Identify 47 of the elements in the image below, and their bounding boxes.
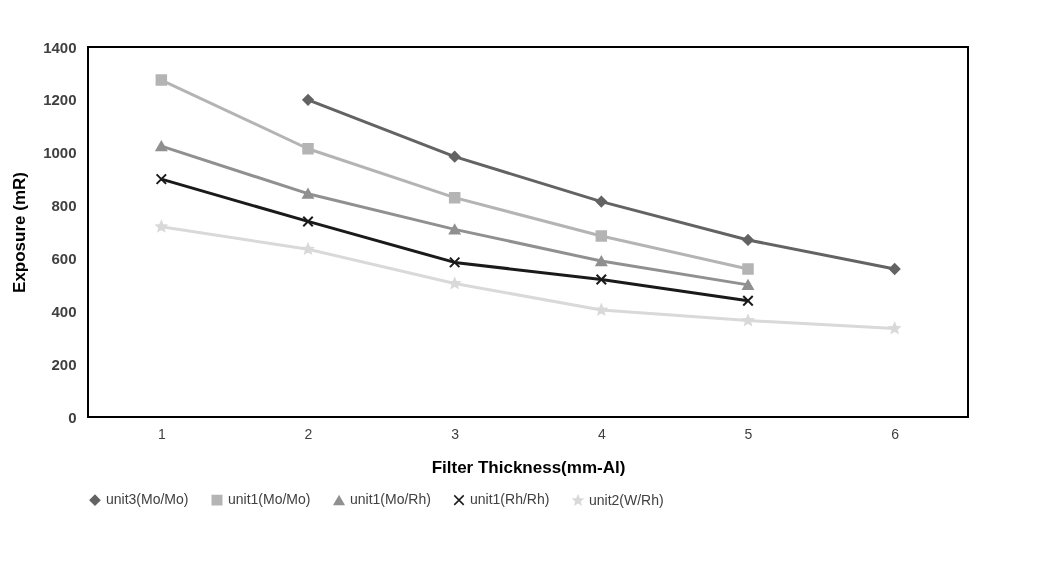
point	[155, 141, 168, 152]
legend-label: unit2(W/Rh)	[589, 491, 664, 508]
point	[742, 263, 754, 275]
y-tick-label: 1200	[43, 91, 77, 109]
point	[595, 195, 608, 208]
x-tick-label: 4	[597, 425, 606, 442]
y-tick-label: 800	[51, 197, 77, 215]
x-tick-label: 3	[451, 425, 460, 442]
legend-label: unit3(Mo/Mo)	[106, 491, 189, 508]
point	[742, 279, 754, 290]
legend-label: unit1(Rh/Rh)	[470, 491, 550, 508]
legend-label: unit1(Mo/Mo)	[228, 491, 311, 508]
point	[302, 143, 314, 155]
x-tick-label: 5	[744, 425, 753, 442]
y-tick-label: 1000	[43, 144, 77, 162]
y-tick-label: 0	[68, 408, 77, 426]
legend-label: unit1(Mo/Rh)	[350, 491, 431, 508]
y-tick-label: 400	[51, 302, 77, 320]
y-axis-title: Exposure (mR)	[10, 172, 30, 293]
y-tick-label: 600	[51, 249, 77, 267]
point	[155, 220, 167, 232]
point	[595, 255, 608, 267]
x-axis-title: Filter Thickness(mm-Al)	[431, 457, 626, 477]
point	[155, 173, 168, 185]
x-tick-label: 1	[157, 425, 166, 442]
point	[888, 263, 901, 275]
point	[302, 94, 314, 106]
point	[302, 215, 314, 228]
point	[889, 322, 901, 334]
x-tick-label: 2	[304, 425, 313, 442]
point	[448, 256, 461, 269]
y-tick-label: 200	[51, 355, 77, 373]
x-tick-label: 6	[891, 425, 900, 442]
point	[595, 304, 607, 315]
point	[302, 188, 314, 199]
point	[742, 314, 754, 326]
point	[448, 150, 461, 163]
point	[449, 277, 461, 289]
point	[302, 243, 314, 255]
y-tick-label: 1400	[43, 38, 77, 56]
point	[742, 294, 754, 307]
point	[155, 74, 168, 86]
point	[448, 224, 461, 235]
point	[595, 230, 608, 242]
point	[742, 234, 754, 246]
point	[448, 191, 461, 204]
point	[595, 273, 608, 286]
